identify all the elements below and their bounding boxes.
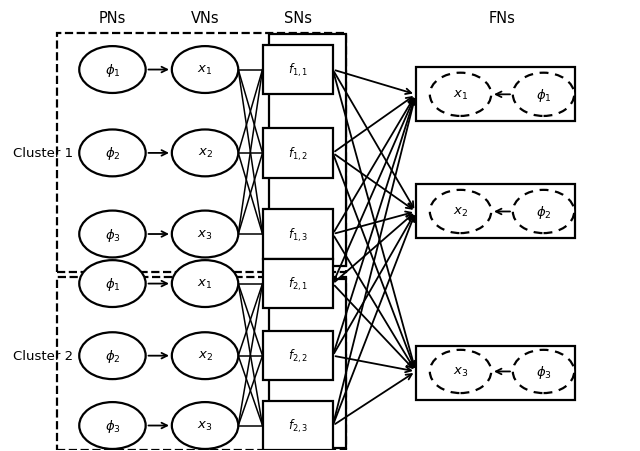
Text: FNs: FNs: [488, 11, 515, 26]
Bar: [262, 46, 333, 95]
Circle shape: [79, 261, 146, 307]
Bar: [416, 184, 575, 238]
Text: $f_{2,1}$: $f_{2,1}$: [287, 275, 308, 293]
Circle shape: [79, 332, 146, 379]
Bar: [57, 277, 346, 450]
Text: $\phi_1$: $\phi_1$: [104, 62, 120, 79]
Circle shape: [79, 130, 146, 177]
Text: VNs: VNs: [191, 11, 220, 26]
Text: $x_2$: $x_2$: [198, 147, 212, 160]
Bar: [269, 280, 346, 448]
Circle shape: [513, 190, 574, 234]
Bar: [262, 259, 333, 308]
Circle shape: [513, 350, 574, 393]
Text: $x_1$: $x_1$: [453, 88, 468, 101]
Circle shape: [172, 211, 238, 258]
Bar: [262, 210, 333, 259]
Circle shape: [430, 74, 491, 117]
Text: $f_{2,2}$: $f_{2,2}$: [287, 347, 308, 364]
Text: $f_{2,3}$: $f_{2,3}$: [287, 417, 308, 434]
Text: $\phi_3$: $\phi_3$: [104, 226, 120, 243]
Text: $\phi_2$: $\phi_2$: [104, 145, 120, 162]
Text: $x_3$: $x_3$: [453, 365, 468, 378]
Circle shape: [430, 350, 491, 393]
Circle shape: [513, 74, 574, 117]
Text: PNs: PNs: [99, 11, 126, 26]
Bar: [269, 35, 346, 267]
Circle shape: [172, 402, 238, 449]
Text: $\phi_1$: $\phi_1$: [536, 87, 552, 104]
Text: Cluster 1: Cluster 1: [13, 147, 74, 160]
Bar: [262, 129, 333, 178]
Text: $f_{1,1}$: $f_{1,1}$: [287, 62, 308, 79]
Bar: [416, 346, 575, 400]
Text: $x_3$: $x_3$: [197, 228, 212, 241]
Text: $x_2$: $x_2$: [198, 350, 212, 363]
Text: SNs: SNs: [284, 11, 312, 26]
Circle shape: [430, 190, 491, 234]
Text: $\phi_2$: $\phi_2$: [104, 347, 120, 364]
Circle shape: [172, 261, 238, 307]
Text: $f_{1,3}$: $f_{1,3}$: [287, 226, 308, 243]
Text: $\phi_1$: $\phi_1$: [104, 276, 120, 292]
Text: $\phi_2$: $\phi_2$: [536, 203, 551, 221]
Bar: [57, 34, 346, 273]
Text: Cluster 2: Cluster 2: [13, 350, 74, 362]
Text: $x_2$: $x_2$: [453, 206, 468, 219]
Circle shape: [79, 402, 146, 449]
Circle shape: [172, 47, 238, 94]
Text: $x_1$: $x_1$: [198, 277, 212, 290]
Circle shape: [172, 332, 238, 379]
Circle shape: [79, 211, 146, 258]
Text: $x_1$: $x_1$: [198, 64, 212, 77]
Circle shape: [79, 47, 146, 94]
Text: $x_3$: $x_3$: [197, 419, 212, 432]
Bar: [262, 401, 333, 450]
Bar: [416, 68, 575, 122]
Bar: [262, 331, 333, 381]
Text: $f_{1,2}$: $f_{1,2}$: [287, 145, 308, 162]
Text: $\phi_3$: $\phi_3$: [104, 417, 120, 434]
Text: $\phi_3$: $\phi_3$: [536, 363, 552, 380]
Circle shape: [172, 130, 238, 177]
